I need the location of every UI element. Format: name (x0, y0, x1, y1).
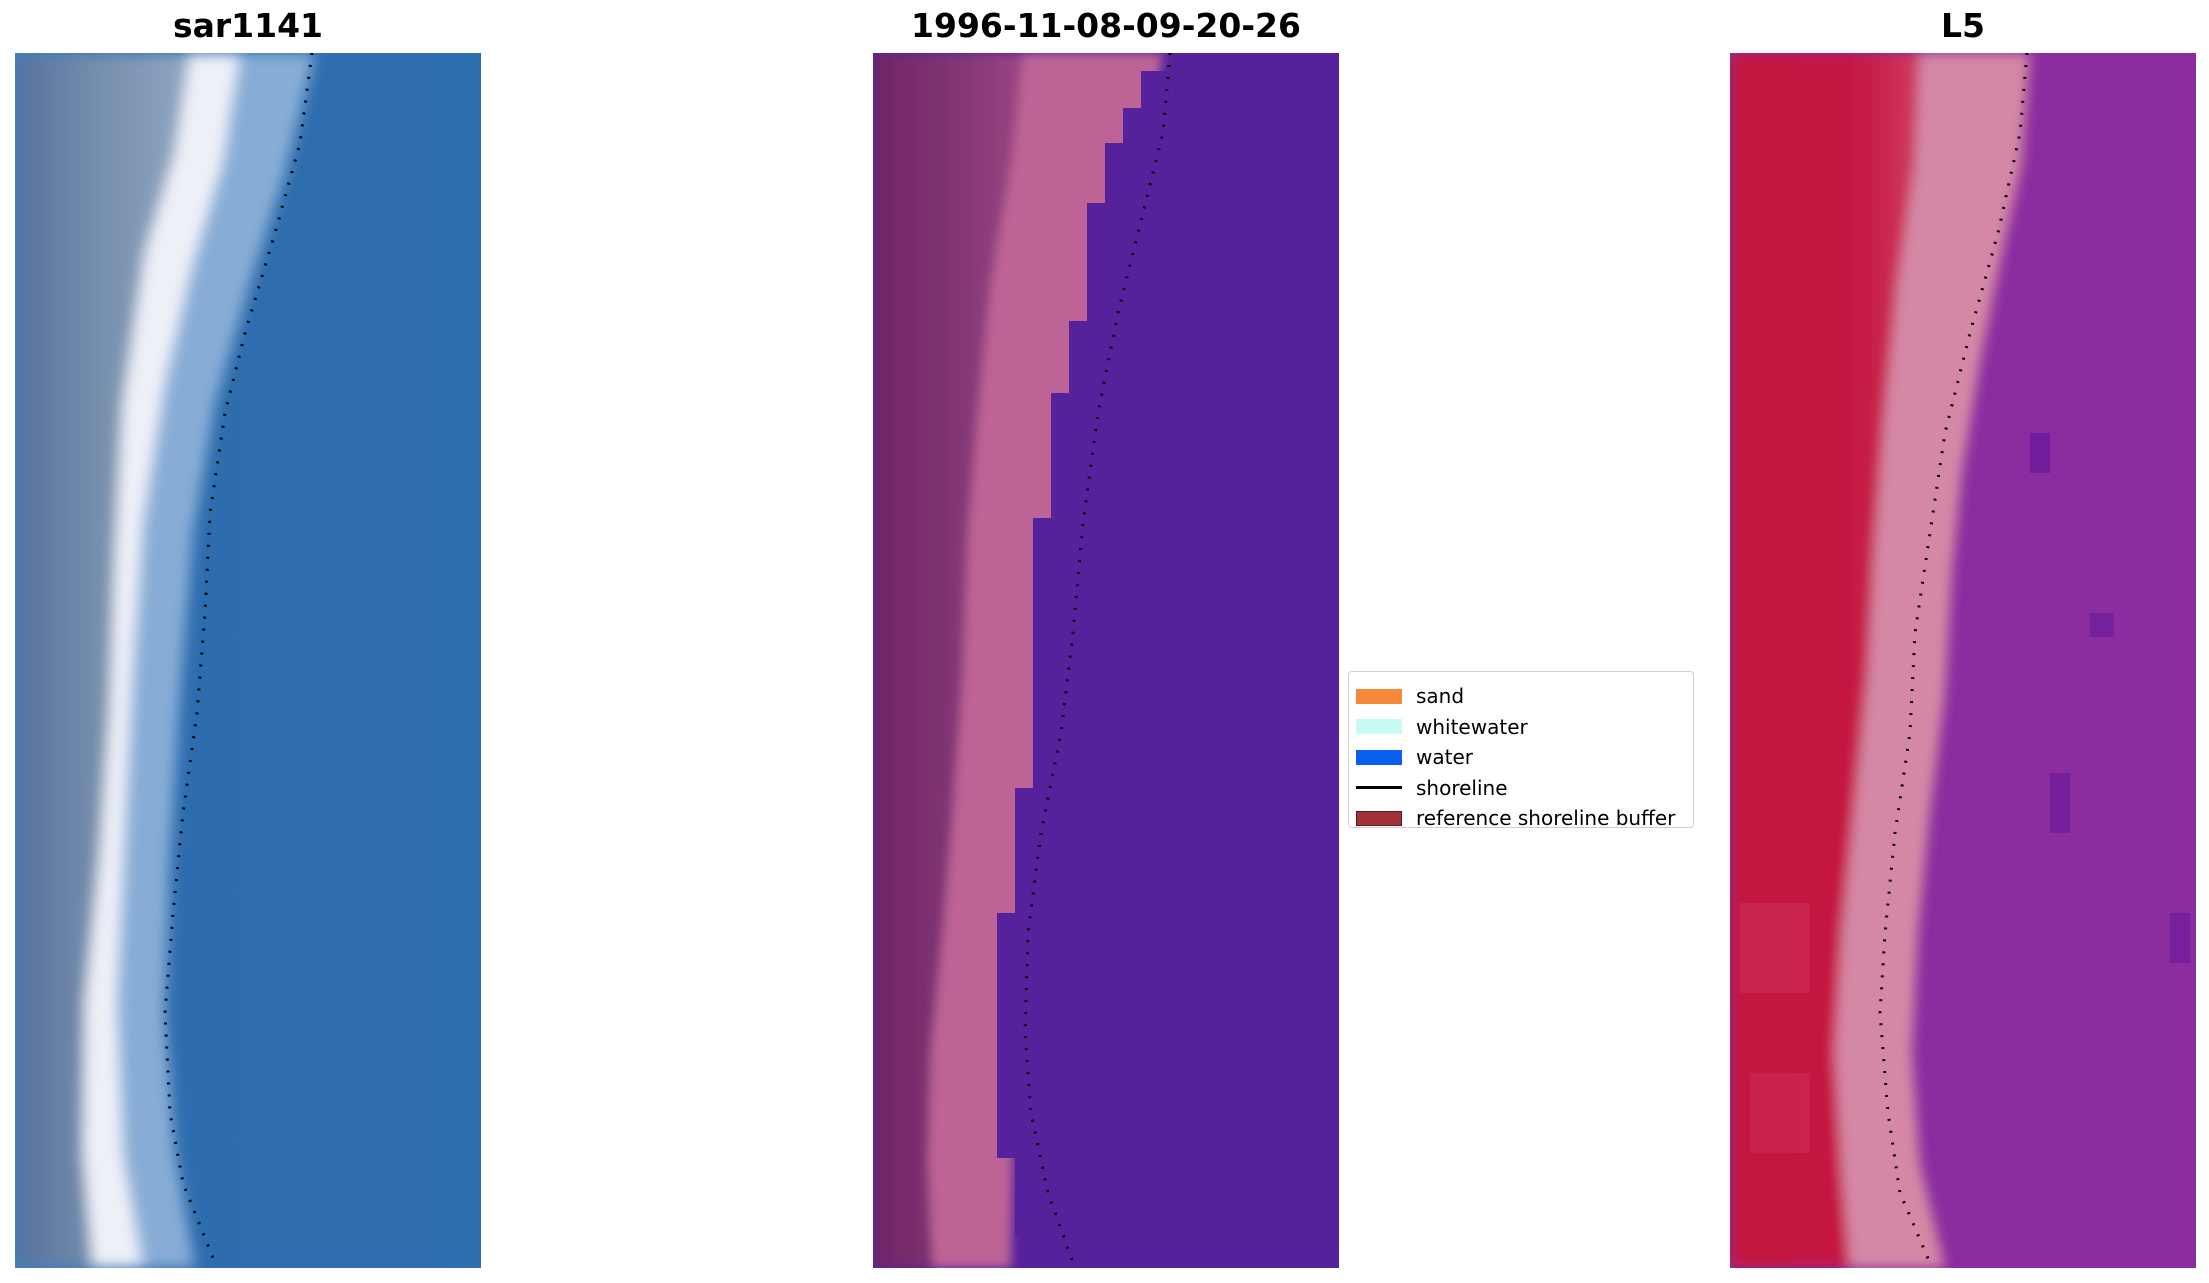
panel-title-date: 1996-11-08-09-20-26 (911, 6, 1301, 45)
water-swatch (1356, 749, 1402, 765)
legend-label-shoreline: shoreline (1416, 775, 1508, 800)
image-panel-l5 (1730, 53, 2196, 1268)
image-panel-sar1141 (15, 53, 481, 1268)
classified-image (873, 53, 1339, 1268)
index-image (1730, 53, 2196, 1268)
true-color-image (15, 53, 481, 1268)
panel-title-sar1141: sar1141 (172, 6, 324, 45)
legend-label-water: water (1416, 745, 1473, 770)
whitewater-swatch (1356, 719, 1402, 735)
shoreline-dots (1878, 53, 2029, 1264)
sand-swatch (1356, 688, 1402, 704)
legend-item-shoreline: shoreline (1356, 773, 1693, 804)
legend-label-sand: sand (1416, 684, 1465, 709)
shoreline-dots (163, 53, 314, 1264)
legend-item-reference-buffer: reference shoreline buffer (1356, 803, 1693, 834)
legend-item-sand: sand (1356, 681, 1693, 712)
reference-buffer-swatch (1356, 810, 1402, 826)
legend: sand whitewater water shoreline referenc… (1348, 671, 1694, 830)
panel-title-l5: L5 (1941, 6, 1985, 45)
legend-label-reference-buffer: reference shoreline buffer (1416, 806, 1676, 831)
shoreline-line-swatch (1356, 786, 1402, 790)
legend-label-whitewater: whitewater (1416, 714, 1528, 739)
legend-item-water: water (1356, 742, 1693, 773)
image-panel-classified (873, 53, 1339, 1268)
legend-item-whitewater: whitewater (1356, 712, 1693, 743)
